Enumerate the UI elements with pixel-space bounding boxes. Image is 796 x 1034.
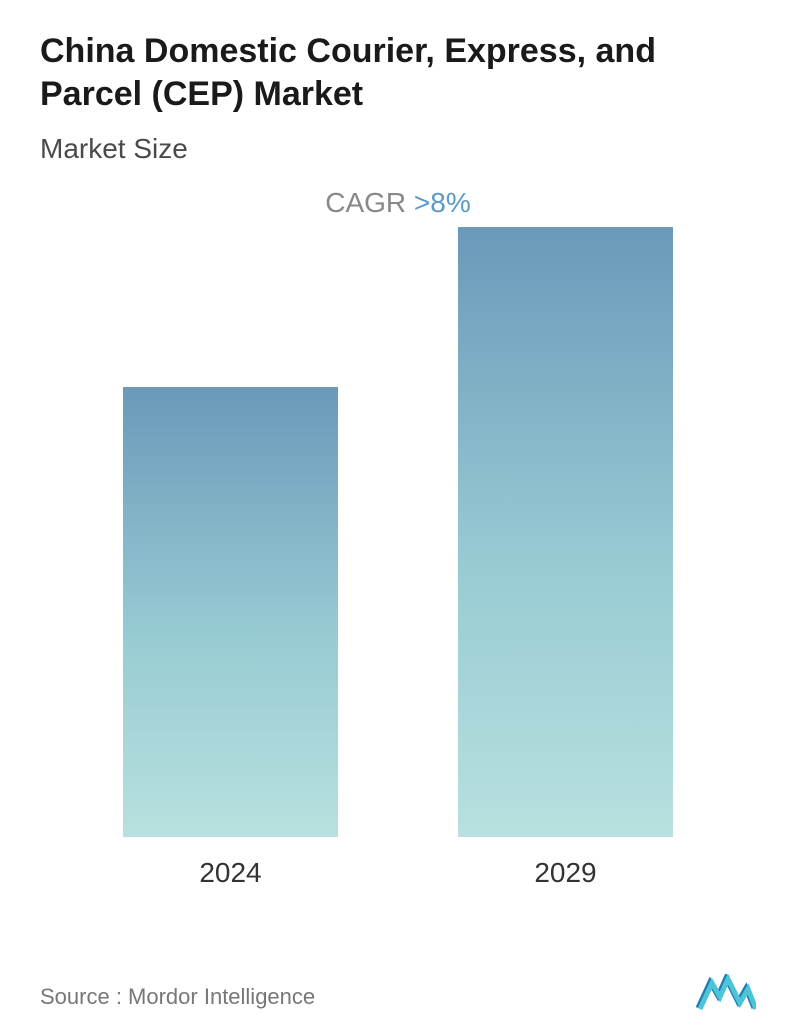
bar-group-0: 2024 xyxy=(123,387,338,889)
cagr-line: CAGR >8% xyxy=(40,187,756,219)
footer: Source : Mordor Intelligence xyxy=(40,974,756,1010)
chart-title: China Domestic Courier, Express, and Par… xyxy=(40,30,756,115)
source-text: Source : Mordor Intelligence xyxy=(40,984,315,1010)
bar-group-1: 2029 xyxy=(458,227,673,889)
mordor-logo-icon xyxy=(696,974,756,1010)
bar-label-0: 2024 xyxy=(199,857,261,889)
chart-subtitle: Market Size xyxy=(40,133,756,165)
cagr-value: >8% xyxy=(414,187,471,218)
bar-0 xyxy=(123,387,338,837)
cagr-label: CAGR xyxy=(325,187,414,218)
bar-label-1: 2029 xyxy=(534,857,596,889)
chart-area: 2024 2029 xyxy=(40,249,756,889)
bar-1 xyxy=(458,227,673,837)
